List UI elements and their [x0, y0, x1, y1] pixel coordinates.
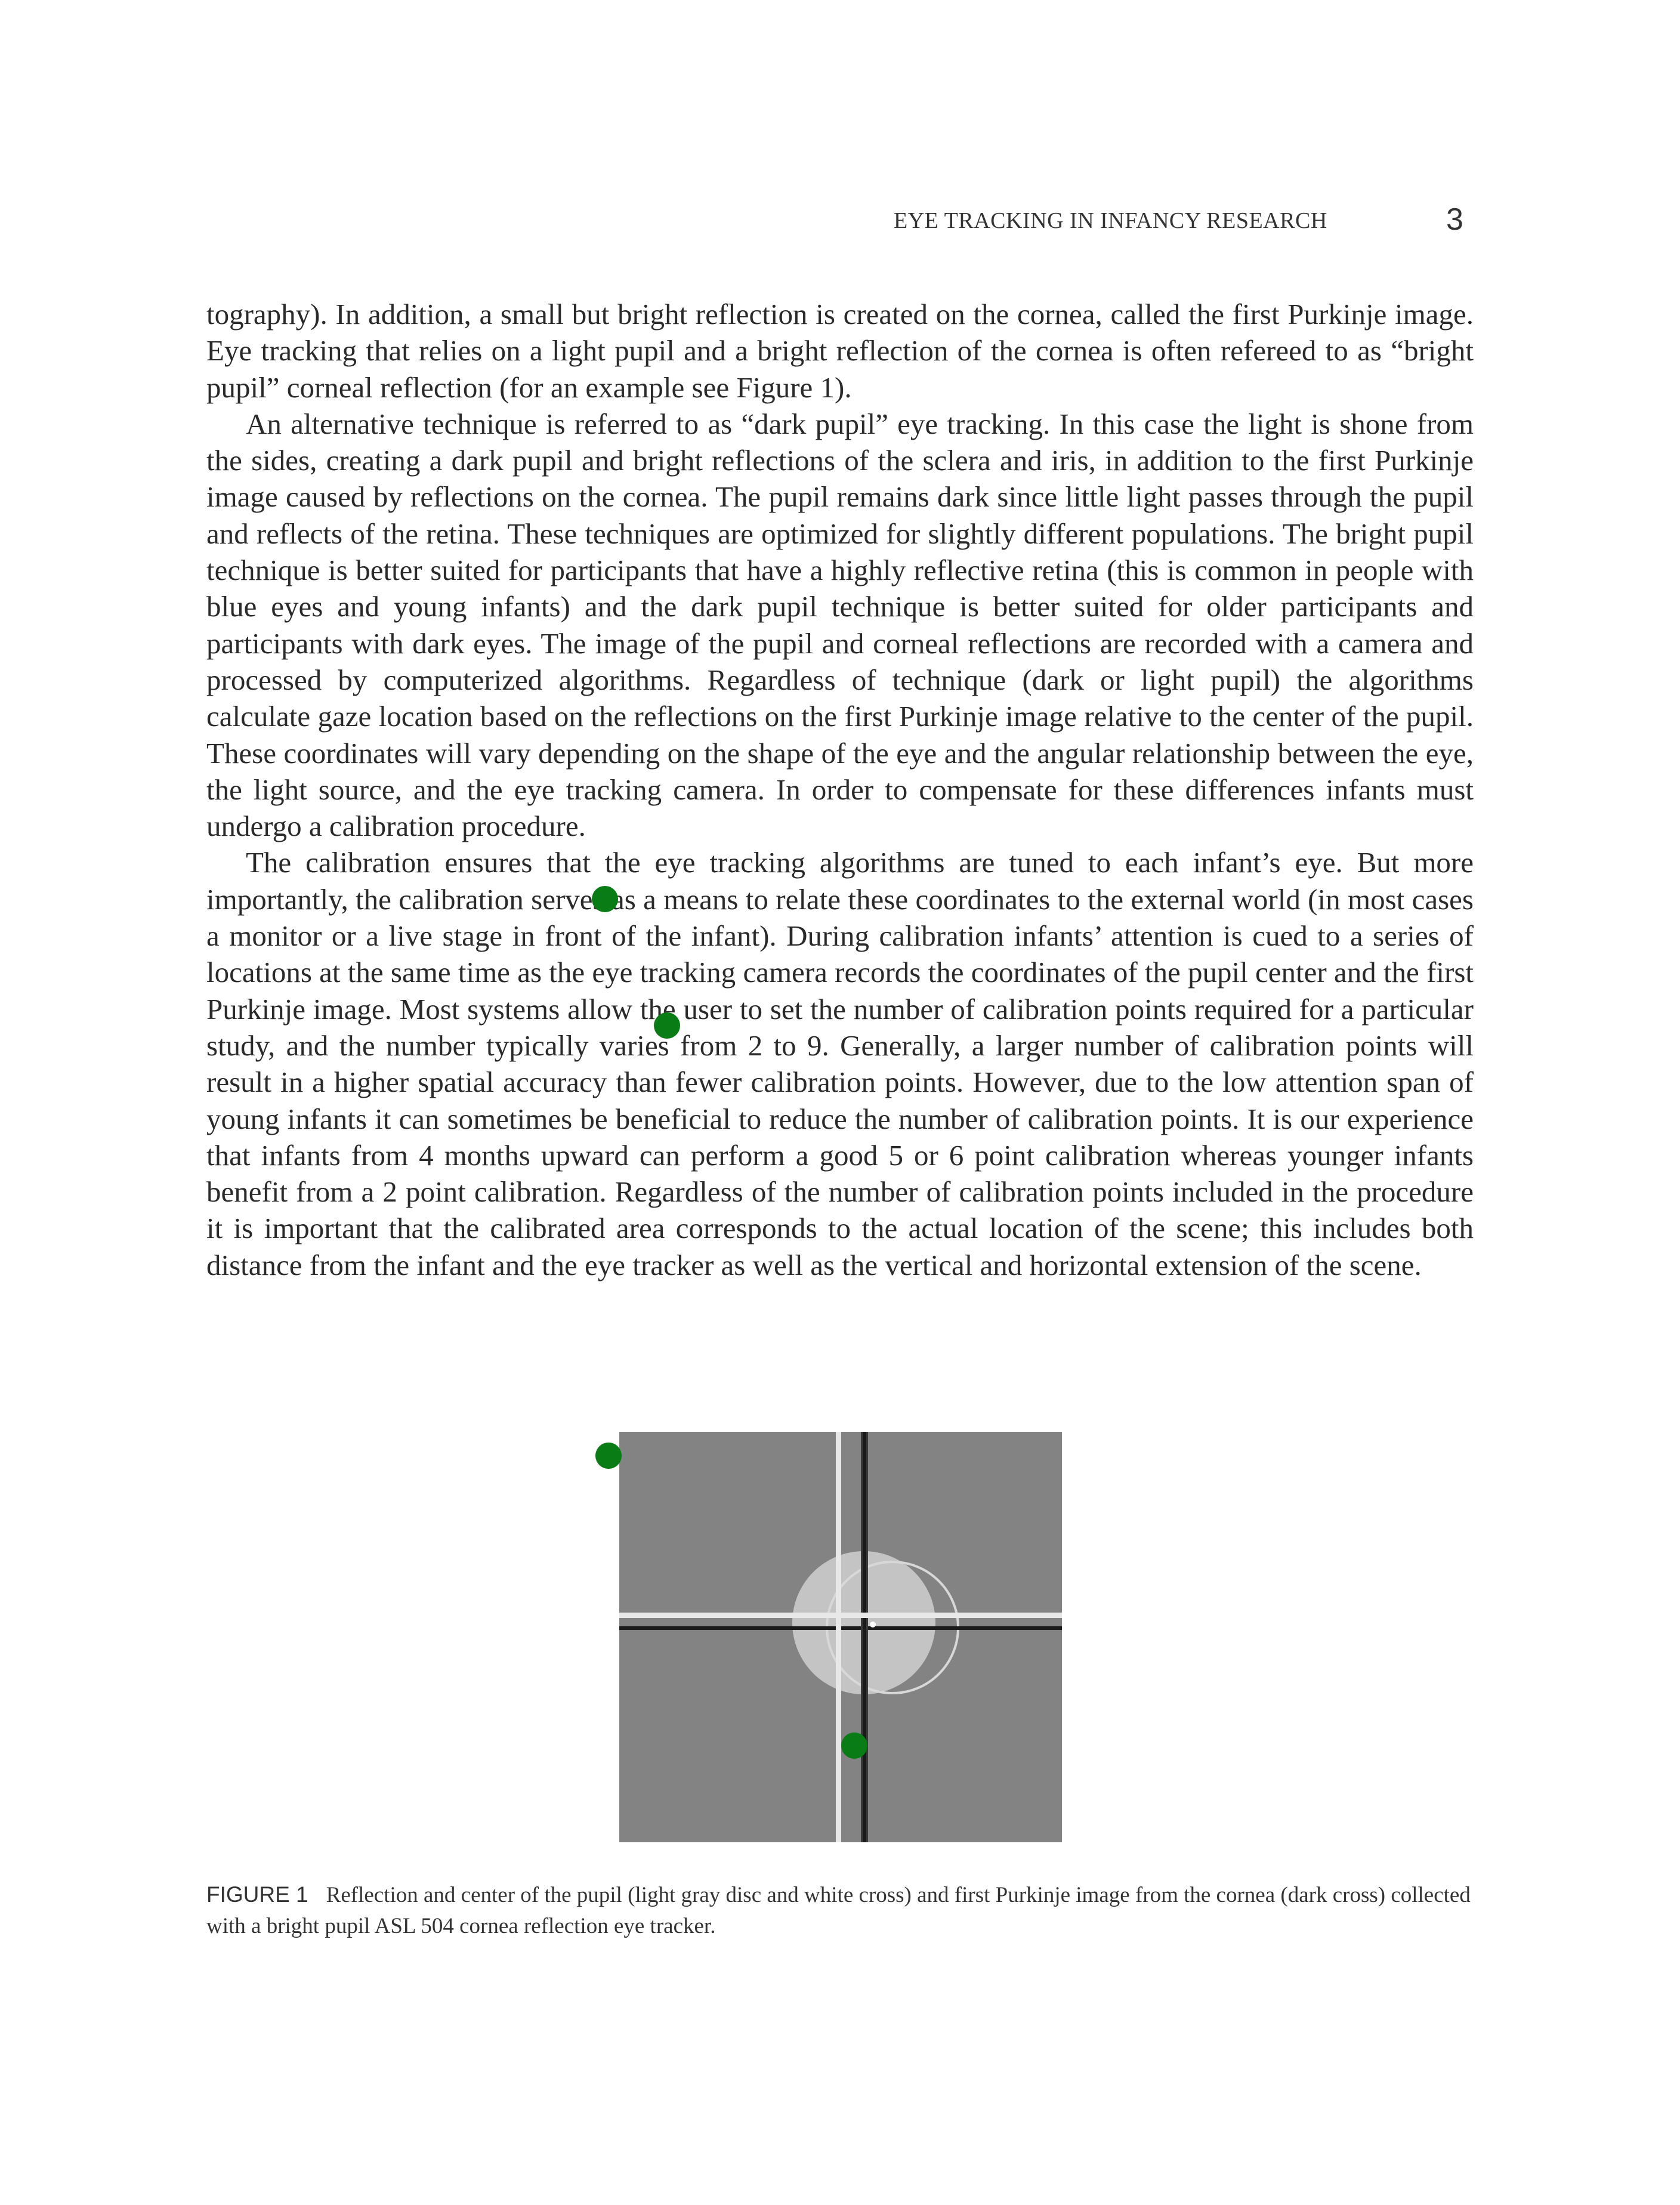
marker-dot[interactable]: [595, 1443, 622, 1469]
paragraph-3: The calibration ensures that the eye tra…: [206, 846, 1474, 1281]
paragraph-2: An alternative technique is referred to …: [206, 407, 1474, 843]
dark-cross-vertical: [863, 1432, 866, 1842]
figure-label: FIGURE 1: [206, 1882, 308, 1907]
dark-cross-vertical-edge-2: [866, 1432, 868, 1842]
figure-caption: FIGURE 1 Reflection and center of the pup…: [206, 1879, 1474, 1942]
body-text: tography). In addition, a small but brig…: [206, 296, 1474, 1283]
purkinje-reflection: [870, 1622, 876, 1628]
marker-dot[interactable]: [654, 1012, 680, 1039]
page-number: 3: [1446, 202, 1463, 237]
dark-cross-vertical-edge: [861, 1432, 863, 1842]
figure-eye-tracker-image: [619, 1432, 1062, 1842]
running-head: EYE TRACKING IN INFANCY RESEARCH: [894, 208, 1327, 233]
marker-dot[interactable]: [592, 886, 618, 912]
white-cross-vertical: [836, 1432, 841, 1842]
white-cross-horizontal: [619, 1613, 1062, 1618]
figure-svg: [619, 1432, 1062, 1842]
paragraph-1: tography). In addition, a small but brig…: [206, 298, 1474, 404]
marker-dot[interactable]: [841, 1732, 867, 1759]
figure-caption-text: Reflection and center of the pupil (ligh…: [206, 1883, 1471, 1938]
